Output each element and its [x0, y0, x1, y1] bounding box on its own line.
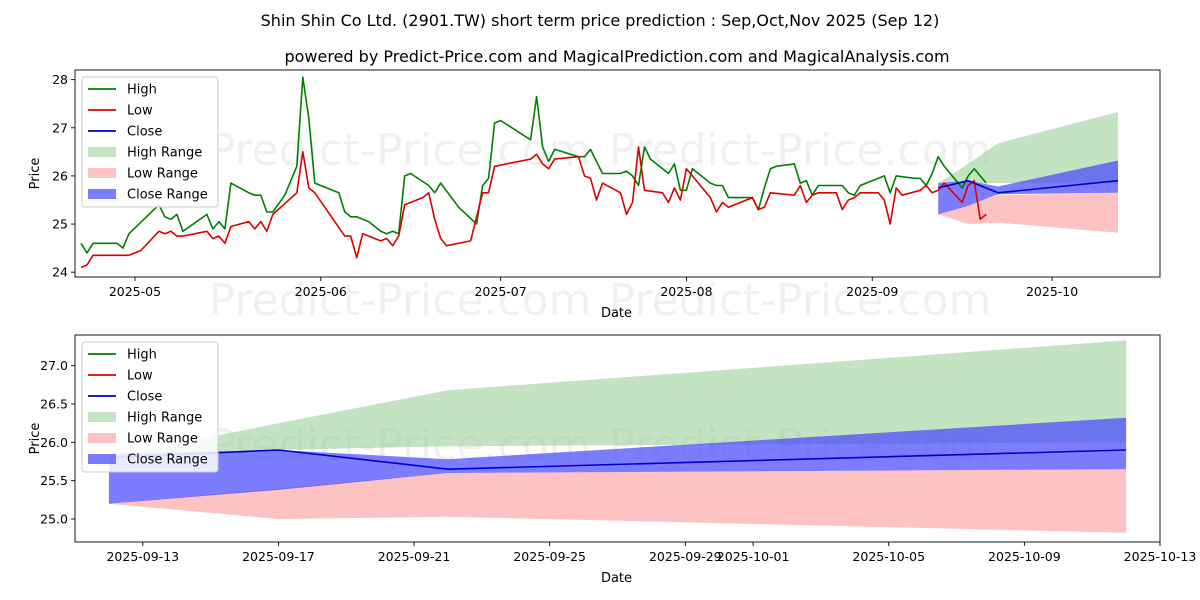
legend-label: Low Range — [127, 167, 198, 182]
chart-subtitle: powered by Predict-Price.com and Magical… — [284, 47, 949, 66]
x-tick-label: 2025-10-09 — [988, 549, 1061, 564]
y-tick-label: 25.5 — [40, 473, 68, 488]
range-band-high-range — [108, 340, 1127, 458]
plot-area — [108, 340, 1127, 533]
x-tick-label: 2025-07 — [474, 284, 526, 299]
y-axis-label: Price — [28, 158, 43, 190]
chart-title: Shin Shin Co Ltd. (2901.TW) short term p… — [261, 11, 940, 30]
legend-label: Close — [127, 125, 162, 140]
x-tick-label: 2025-10-13 — [1124, 549, 1197, 564]
legend-label: Close — [127, 390, 162, 405]
legend-swatch-close-range — [88, 189, 116, 199]
legend: High Low Close High Range Low Range Close Ran… — [81, 76, 219, 208]
x-tick-label: 2025-10 — [1026, 284, 1078, 299]
y-tick-label: 26.5 — [40, 397, 68, 412]
x-axis-label: Date — [601, 571, 632, 586]
legend-swatch-close-range — [88, 454, 116, 464]
y-tick-label: 26.0 — [40, 435, 68, 450]
x-tick-label: 2025-08 — [660, 284, 712, 299]
legend-label: High Range — [127, 146, 202, 161]
y-tick-label: 25 — [52, 217, 68, 232]
series-line-close — [938, 179, 1119, 194]
x-tick-label: 2025-09-13 — [106, 549, 179, 564]
watermark-text: Predict-Price.com — [209, 125, 592, 176]
x-tick-label: 2025-09-25 — [513, 549, 586, 564]
legend-swatch-high-range — [88, 147, 116, 157]
range-band-low-range — [108, 469, 1127, 533]
x-tick-label: 2025-06 — [295, 284, 347, 299]
x-tick-label: 2025-09 — [846, 284, 898, 299]
y-axis-label: Price — [28, 423, 43, 455]
top-panel: Predict-Price.com Predict-Price.com Predic… — [28, 69, 1161, 326]
series-line-low — [80, 146, 987, 269]
x-axis-label: Date — [601, 306, 632, 321]
y-tick-label: 27 — [52, 120, 68, 135]
legend: High Low Close High Range Low Range Close Ran… — [81, 341, 219, 473]
y-tick-label: 24 — [52, 265, 68, 280]
x-tick-label: 2025-05 — [109, 284, 161, 299]
range-band-close-range — [108, 417, 1127, 504]
legend-label: Low — [127, 369, 153, 384]
x-tick-label: 2025-10-01 — [717, 549, 790, 564]
legend-label: Low — [127, 104, 153, 119]
plot-area — [80, 76, 1119, 269]
watermark-text: Predict-Price.com — [609, 275, 992, 326]
legend-swatch-low-range — [88, 168, 116, 178]
y-tick-label: 28 — [52, 72, 68, 87]
y-tick-label: 27.0 — [40, 358, 68, 373]
legend-label: Close Range — [127, 453, 208, 468]
x-tick-label: 2025-09-21 — [378, 549, 451, 564]
x-tick-label: 2025-09-17 — [242, 549, 315, 564]
x-tick-label: 2025-09-29 — [649, 549, 722, 564]
x-tick-label: 2025-10-05 — [852, 549, 925, 564]
legend-label: High Range — [127, 411, 202, 426]
bottom-panel: Predict-Price.comPredict-Price.com2025-0… — [28, 334, 1197, 586]
range-band-close-range — [938, 160, 1118, 215]
legend-swatch-high-range — [88, 412, 116, 422]
legend-label: Low Range — [127, 432, 198, 447]
legend-label: Close Range — [127, 188, 208, 203]
series-line-high — [80, 76, 987, 254]
range-band-high-range — [938, 111, 1118, 184]
legend-swatch-low-range — [88, 433, 116, 443]
axes-frame — [74, 69, 1161, 278]
y-tick-label: 25.0 — [40, 512, 68, 527]
legend-label: High — [127, 83, 157, 98]
y-tick-label: 26 — [52, 168, 68, 183]
axes-frame — [74, 334, 1161, 543]
watermark-text: Predict-Price.com — [209, 275, 592, 326]
range-band-low-range — [938, 192, 1118, 233]
legend-label: High — [127, 348, 157, 363]
